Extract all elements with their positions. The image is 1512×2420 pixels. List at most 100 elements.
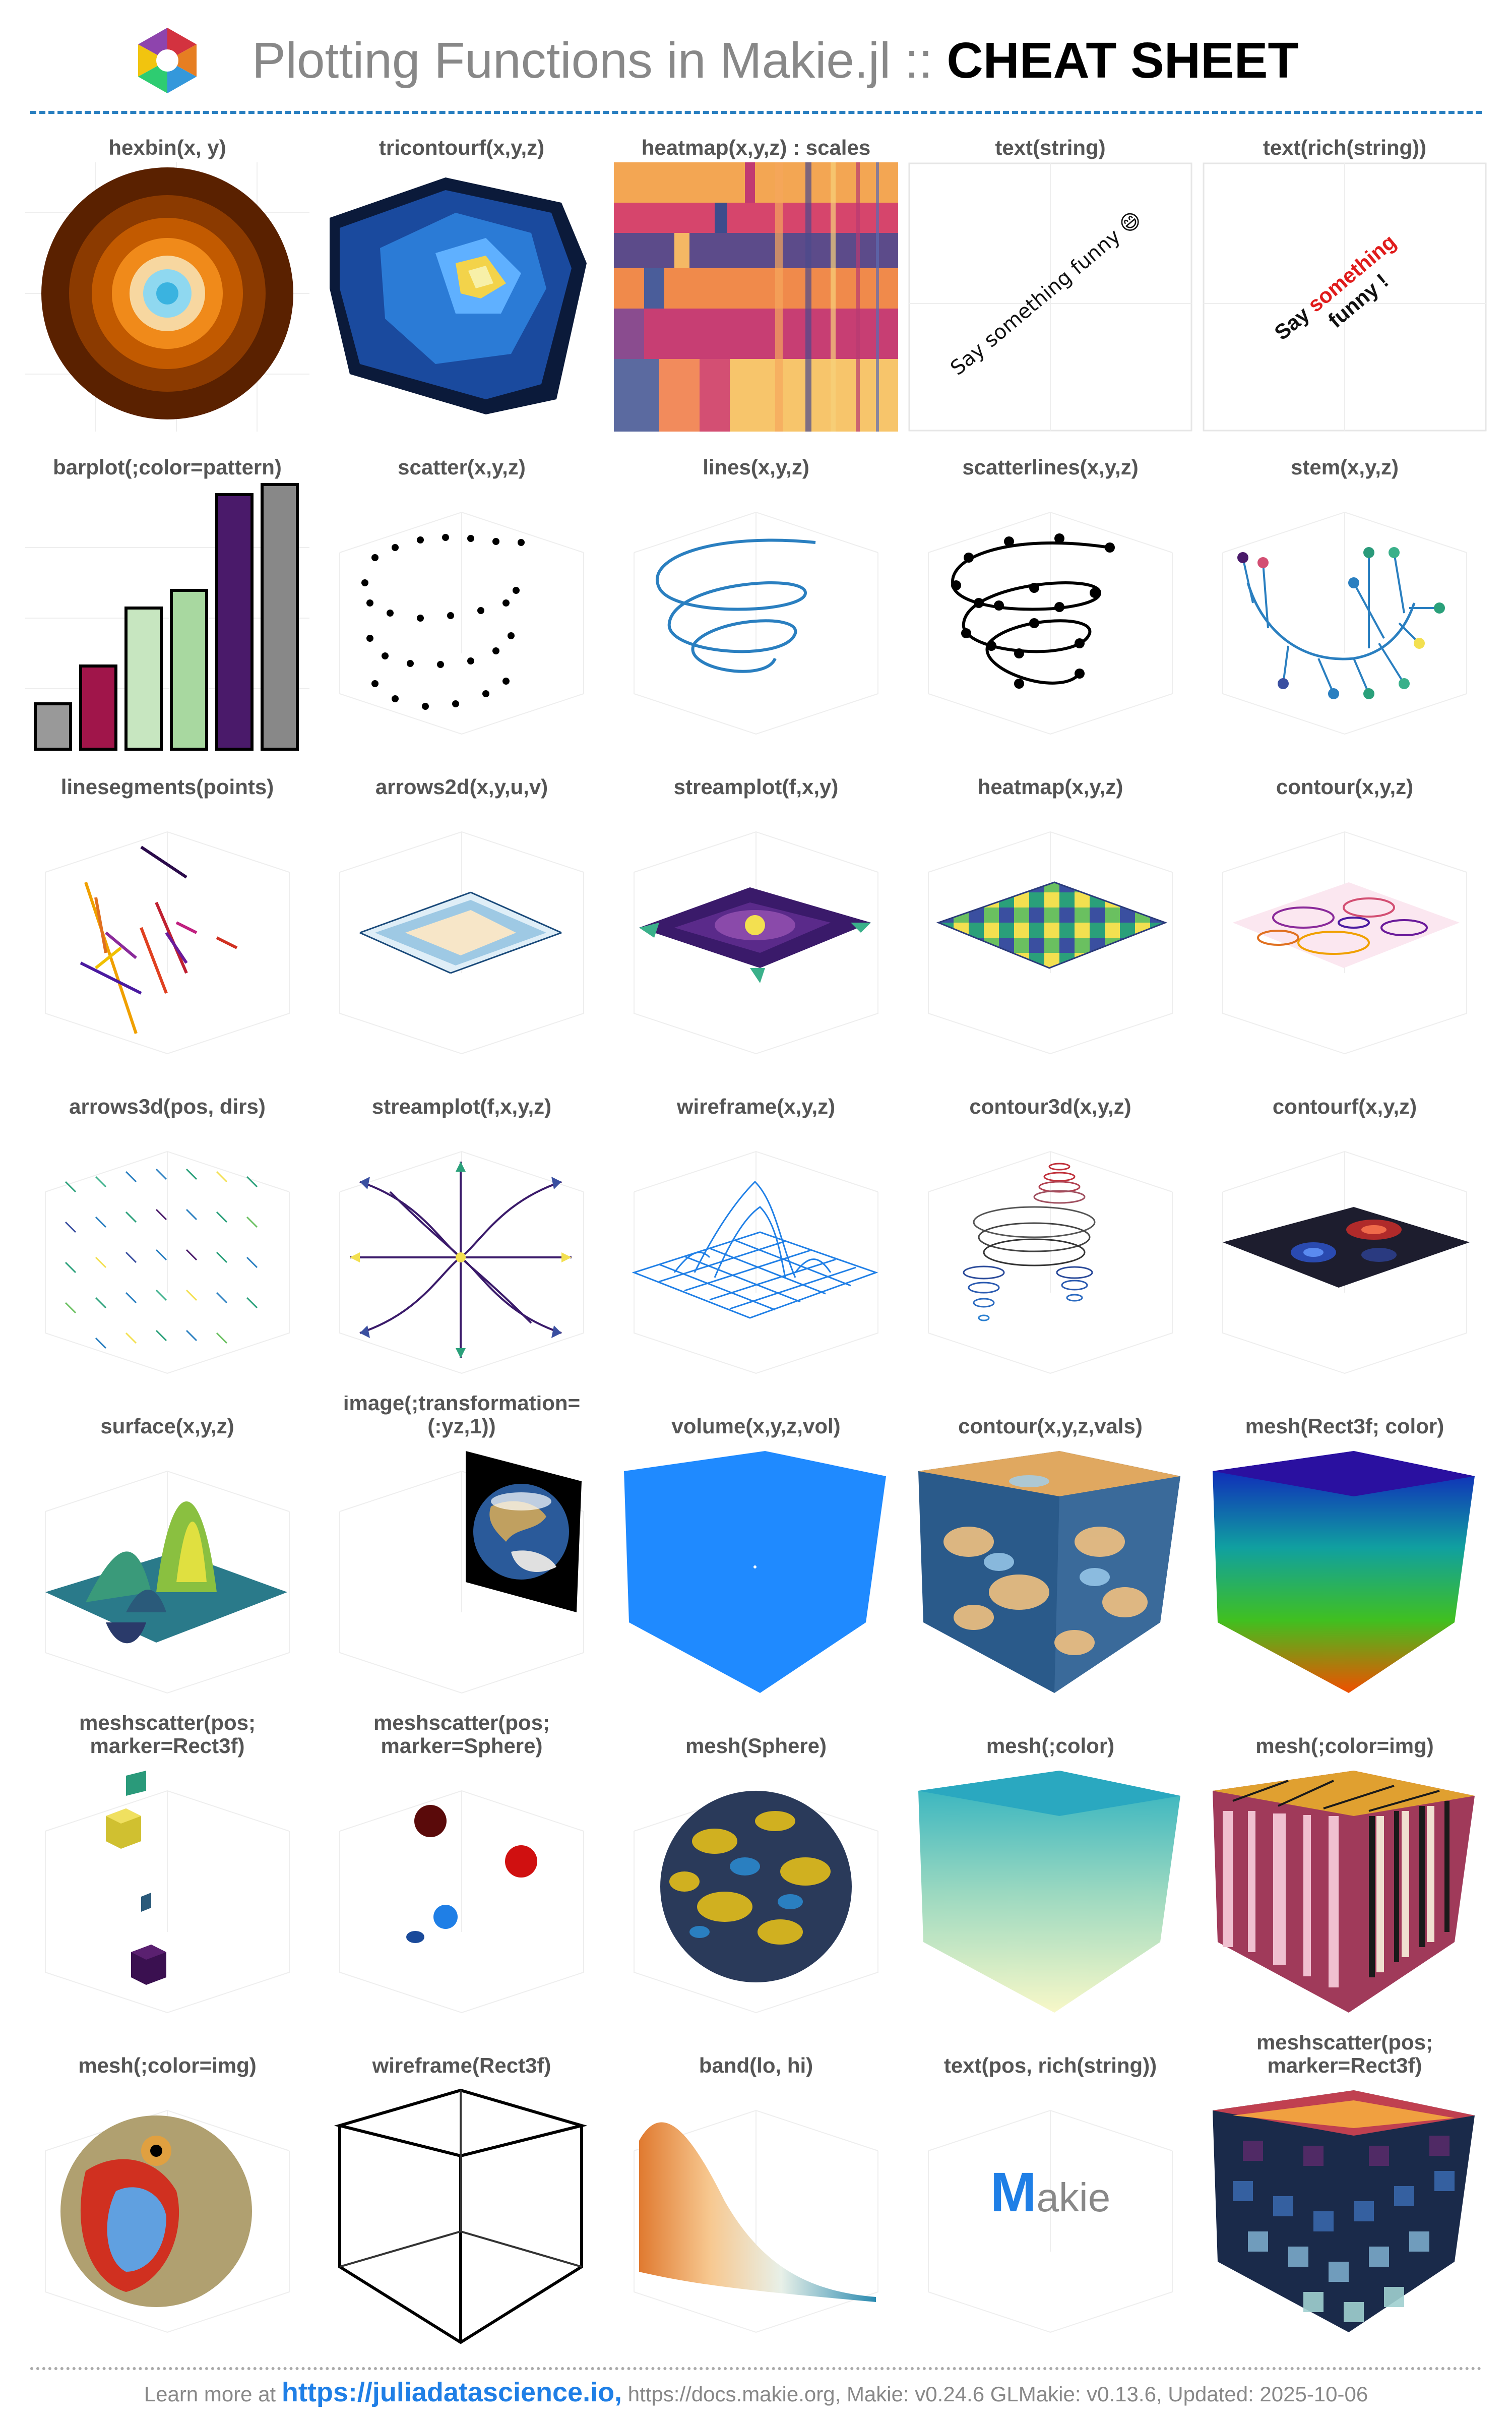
text-rich-plot: Say something funny !: [1203, 162, 1487, 432]
footer-prefix: Learn more at: [144, 2382, 282, 2406]
mesh-color-img-cube-plot: [1203, 1761, 1487, 2030]
title-cheat-sheet: CHEAT SHEET: [947, 32, 1299, 89]
streamplot2d-plot: [614, 802, 898, 1071]
cell-contourf: contourf(x,y,z): [1198, 1076, 1492, 1396]
cell-label: lines(x,y,z): [703, 455, 809, 479]
cell-streamplot2d: streamplot(f,x,y): [609, 756, 903, 1076]
footer: Learn more at https://juliadatascience.i…: [0, 2372, 1512, 2412]
cell-linesegments: linesegments(points): [20, 756, 314, 1076]
title-separator: ::: [891, 32, 947, 89]
cell-label: meshscatter(pos; marker=Sphere): [373, 1715, 550, 1758]
cell-text-string: text(string) Say something funny 😄: [903, 117, 1198, 437]
sample-text: Say something funny 😄: [946, 207, 1146, 380]
cell-image: image(;transformation=(:yz,1)): [314, 1396, 609, 1715]
makie-text-m: M: [990, 2161, 1037, 2223]
lines3d-plot: [614, 482, 898, 751]
cell-label: image(;transformation=(:yz,1)): [343, 1396, 581, 1438]
arrows3d-plot: [25, 1121, 309, 1390]
cell-mesh-color-img-cube: mesh(;color=img): [1198, 1715, 1492, 2035]
cell-label: surface(x,y,z): [100, 1414, 234, 1438]
cell-heatmap-scales: heatmap(x,y,z) : scales: [609, 117, 903, 437]
cell-label: mesh(;color=img): [1255, 1734, 1434, 1758]
footer-divider: [30, 2367, 1482, 2370]
cell-label: mesh(;color=img): [78, 2053, 257, 2077]
footer-rest: https://docs.makie.org, Makie: v0.24.6 G…: [622, 2382, 1368, 2406]
mesh-color-plot: [908, 1761, 1192, 2030]
contour-plot: [1203, 802, 1487, 1071]
scatterlines3d-plot: [908, 482, 1192, 751]
footer-link[interactable]: https://juliadatascience.io,: [281, 2377, 622, 2407]
cell-label: barplot(;color=pattern): [53, 455, 282, 479]
cell-wireframe-rect: wireframe(Rect3f): [314, 2035, 609, 2354]
cell-label: hexbin(x, y): [108, 136, 226, 159]
mesh-sphere-plot: [614, 1761, 898, 2030]
stem3d-plot: [1203, 482, 1487, 751]
cell-label: volume(x,y,z,vol): [671, 1414, 841, 1438]
cell-label: meshscatter(pos; marker=Rect3f): [1256, 2035, 1433, 2077]
meshscatter-sphere-plot: [320, 1761, 604, 2030]
image-plot: [320, 1441, 604, 1710]
makie-text-akie: akie: [1036, 2175, 1110, 2220]
cell-heatmap: heatmap(x,y,z): [903, 756, 1198, 1076]
cell-mesh-color: mesh(;color): [903, 1715, 1198, 2035]
contour-vals-plot: [908, 1441, 1192, 1710]
cell-label: linesegments(points): [60, 775, 274, 799]
wireframe-plot: [614, 1121, 898, 1390]
cell-label: streamplot(f,x,y): [673, 775, 839, 799]
cell-label: mesh(;color): [986, 1734, 1115, 1758]
page-title: Plotting Functions in Makie.jl :: CHEAT …: [252, 30, 1299, 91]
arrows2d-plot: [320, 802, 604, 1071]
scatter3d-plot: [320, 482, 604, 751]
makie-logo-icon: [132, 25, 203, 96]
surface-plot: [25, 1441, 309, 1710]
cell-contour: contour(x,y,z): [1198, 756, 1492, 1076]
heatmap-scales-plot: [614, 162, 898, 432]
cell-label: mesh(Rect3f; color): [1245, 1414, 1444, 1438]
header: Plotting Functions in Makie.jl :: CHEAT …: [0, 0, 1512, 106]
cell-scatter: scatter(x,y,z): [314, 437, 609, 756]
wireframe-rect-plot: [320, 2080, 604, 2349]
cell-wireframe: wireframe(x,y,z): [609, 1076, 903, 1396]
cell-label: scatter(x,y,z): [398, 455, 526, 479]
barplot-plot: [25, 482, 309, 751]
contour3d-plot: [908, 1121, 1192, 1390]
meshscatter-rect-plot: [25, 1761, 309, 2030]
cell-mesh-sphere: mesh(Sphere): [609, 1715, 903, 2035]
cell-stem: stem(x,y,z): [1198, 437, 1492, 756]
plot-grid: hexbin(x, y) tricontourf(x,y,z): [20, 117, 1492, 2355]
cell-tricontourf: tricontourf(x,y,z): [314, 117, 609, 437]
volume-plot: [614, 1441, 898, 1710]
header-divider: [30, 111, 1482, 114]
cell-volume: volume(x,y,z,vol): [609, 1396, 903, 1715]
cell-text-pos-rich: text(pos, rich(string)) Makie: [903, 2035, 1198, 2354]
cell-label: meshscatter(pos; marker=Rect3f): [79, 1715, 256, 1758]
cell-label: contour(x,y,z): [1276, 775, 1414, 799]
linesegments3d-plot: [25, 802, 309, 1071]
cell-label: arrows3d(pos, dirs): [69, 1095, 266, 1118]
cell-label: tricontourf(x,y,z): [379, 136, 545, 159]
cell-meshscatter-rect-cubes: meshscatter(pos; marker=Rect3f): [1198, 2035, 1492, 2354]
cell-barplot: barplot(;color=pattern): [20, 437, 314, 756]
mesh-rect-color-plot: [1203, 1441, 1487, 1710]
cell-label: text(rich(string)): [1263, 136, 1427, 159]
cell-mesh-rect-color: mesh(Rect3f; color): [1198, 1396, 1492, 1715]
cell-label: heatmap(x,y,z): [977, 775, 1123, 799]
cell-arrows2d: arrows2d(x,y,u,v): [314, 756, 609, 1076]
hexbin-plot: [25, 162, 309, 432]
heatmap-plot: [908, 802, 1192, 1071]
svg-text:Makie: Makie: [990, 2161, 1110, 2223]
cell-label: text(pos, rich(string)): [943, 2053, 1157, 2077]
cell-scatterlines: scatterlines(x,y,z): [903, 437, 1198, 756]
tricontourf-plot: [320, 162, 604, 432]
meshscatter-rect-cubes-plot: [1203, 2080, 1487, 2349]
contourf-plot: [1203, 1121, 1487, 1390]
cell-label: heatmap(x,y,z) : scales: [641, 136, 871, 159]
streamplot3d-plot: [320, 1121, 604, 1390]
cell-surface: surface(x,y,z): [20, 1396, 314, 1715]
cell-label: contour(x,y,z,vals): [958, 1414, 1143, 1438]
cell-label: stem(x,y,z): [1291, 455, 1399, 479]
text-string-plot: Say something funny 😄: [908, 162, 1192, 432]
cell-meshscatter-sphere: meshscatter(pos; marker=Sphere): [314, 1715, 609, 2035]
cell-label: arrows2d(x,y,u,v): [375, 775, 548, 799]
cell-label: mesh(Sphere): [685, 1734, 827, 1758]
